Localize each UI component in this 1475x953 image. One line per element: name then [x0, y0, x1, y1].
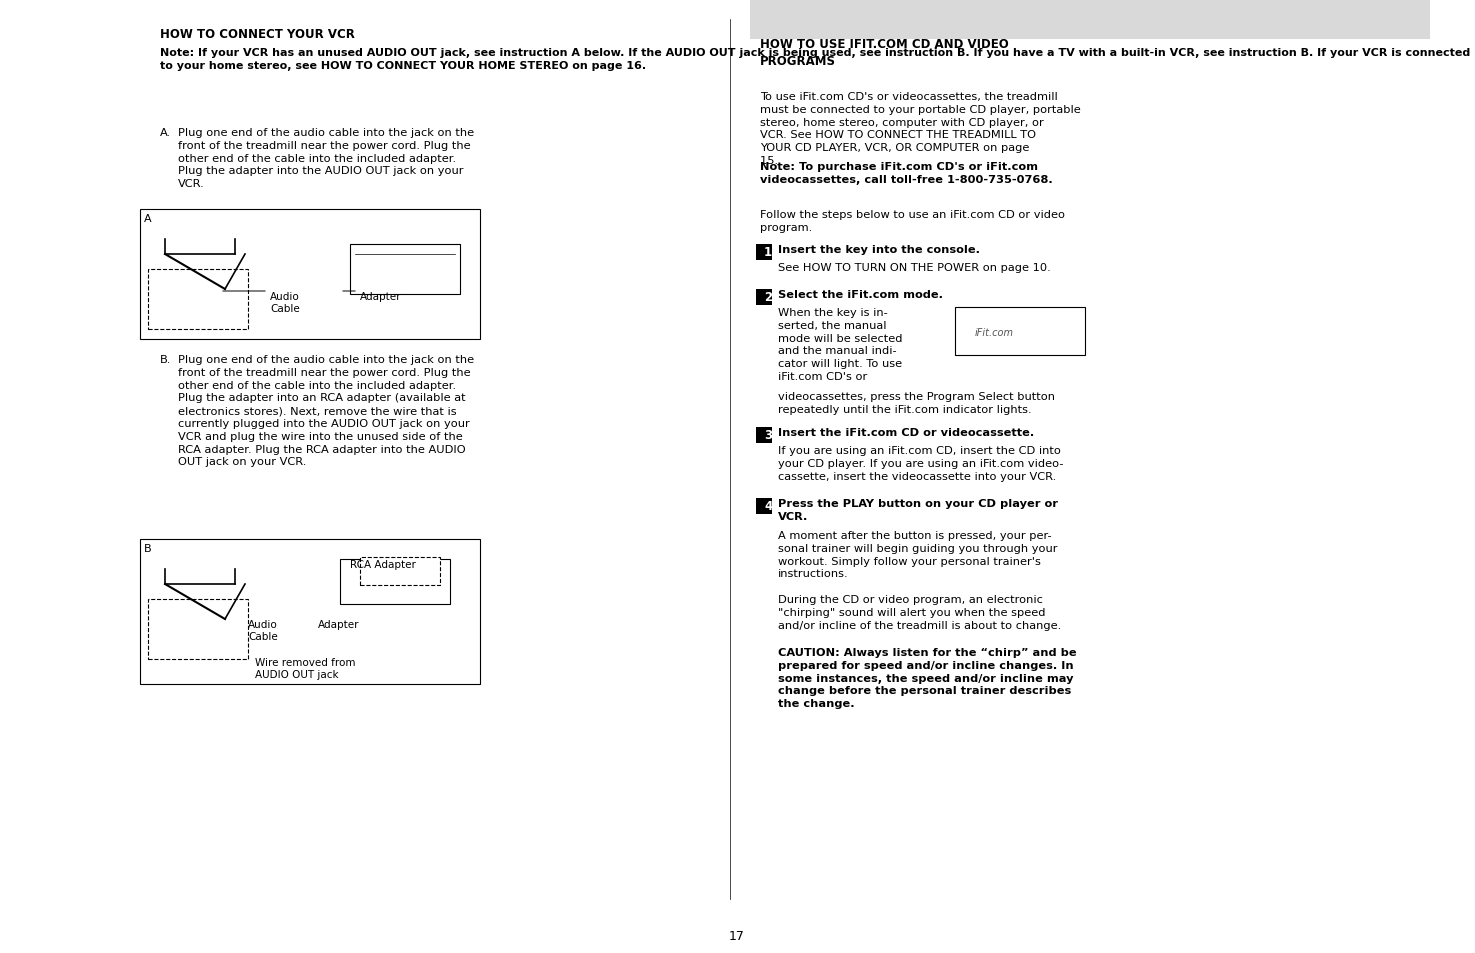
Text: Press the PLAY button on your CD player or
VCR.: Press the PLAY button on your CD player … [777, 498, 1058, 521]
Text: Select the iFit.com mode.: Select the iFit.com mode. [777, 290, 943, 299]
Bar [954, 308, 1086, 355]
Text: A moment after the button is pressed, your per-
sonal trainer will begin guiding: A moment after the button is pressed, yo… [777, 531, 1061, 642]
Text: Adapter: Adapter [360, 292, 401, 302]
Text: HOW TO CONNECT YOUR VCR: HOW TO CONNECT YOUR VCR [159, 28, 355, 41]
Text: See HOW TO TURN ON THE POWER on page 10.: See HOW TO TURN ON THE POWER on page 10. [777, 263, 1050, 273]
Text: 3: 3 [764, 429, 771, 441]
Text: Wire removed from
AUDIO OUT jack: Wire removed from AUDIO OUT jack [255, 658, 355, 679]
Text: Plug one end of the audio cable into the jack on the
front of the treadmill near: Plug one end of the audio cable into the… [178, 355, 473, 467]
Bar [341, 559, 450, 604]
Text: Follow the steps below to use an iFit.com CD or video
program.: Follow the steps below to use an iFit.co… [760, 210, 1065, 233]
Text: Insert the iFit.com CD or videocassette.: Insert the iFit.com CD or videocassette. [777, 428, 1034, 437]
Text: 1: 1 [764, 246, 771, 258]
Bar [350, 245, 460, 294]
Text: Plug one end of the audio cable into the jack on the
front of the treadmill near: Plug one end of the audio cable into the… [178, 128, 473, 189]
Bar [757, 245, 771, 261]
Text: A: A [145, 213, 152, 224]
Bar [140, 210, 479, 339]
Text: 17: 17 [729, 929, 745, 942]
Text: Note: To purchase iFit.com CD's or iFit.com
videocassettes, call toll-free 1-800: Note: To purchase iFit.com CD's or iFit.… [760, 162, 1053, 185]
Text: Audio
Cable: Audio Cable [248, 619, 277, 641]
Text: B: B [145, 543, 152, 554]
Text: videocassettes, press the Program Select button
repeatedly until the iFit.com in: videocassettes, press the Program Select… [777, 392, 1055, 415]
Text: RCA Adapter: RCA Adapter [350, 559, 416, 569]
Bar [749, 0, 1429, 40]
Text: Note: If your VCR has an unused AUDIO OUT jack, see instruction A below. If the : Note: If your VCR has an unused AUDIO OU… [159, 48, 1471, 71]
Bar [757, 428, 771, 443]
Text: When the key is in-
serted, the manual
mode will be selected
and the manual indi: When the key is in- serted, the manual m… [777, 308, 903, 381]
Bar [757, 498, 771, 515]
Text: HOW TO USE IFIT.COM CD AND VIDEO
PROGRAMS: HOW TO USE IFIT.COM CD AND VIDEO PROGRAM… [760, 38, 1009, 68]
Text: If you are using an iFit.com CD, insert the CD into
your CD player. If you are u: If you are using an iFit.com CD, insert … [777, 446, 1063, 481]
Text: Audio
Cable: Audio Cable [270, 292, 299, 314]
Bar [148, 599, 248, 659]
Bar [140, 539, 479, 684]
Text: To use iFit.com CD's or videocassettes, the treadmill
must be connected to your : To use iFit.com CD's or videocassettes, … [760, 91, 1081, 166]
Bar [757, 290, 771, 306]
Text: A.: A. [159, 128, 171, 138]
Text: B.: B. [159, 355, 171, 365]
Text: Adapter: Adapter [319, 619, 360, 629]
Bar [148, 270, 248, 330]
Text: iFit.com: iFit.com [975, 328, 1013, 337]
Bar [360, 558, 440, 585]
Text: 2: 2 [764, 291, 771, 304]
Text: 4: 4 [764, 499, 773, 513]
Text: Insert the key into the console.: Insert the key into the console. [777, 245, 979, 254]
Text: CAUTION: Always listen for the “chirp” and be
prepared for speed and/or incline : CAUTION: Always listen for the “chirp” a… [777, 647, 1077, 708]
